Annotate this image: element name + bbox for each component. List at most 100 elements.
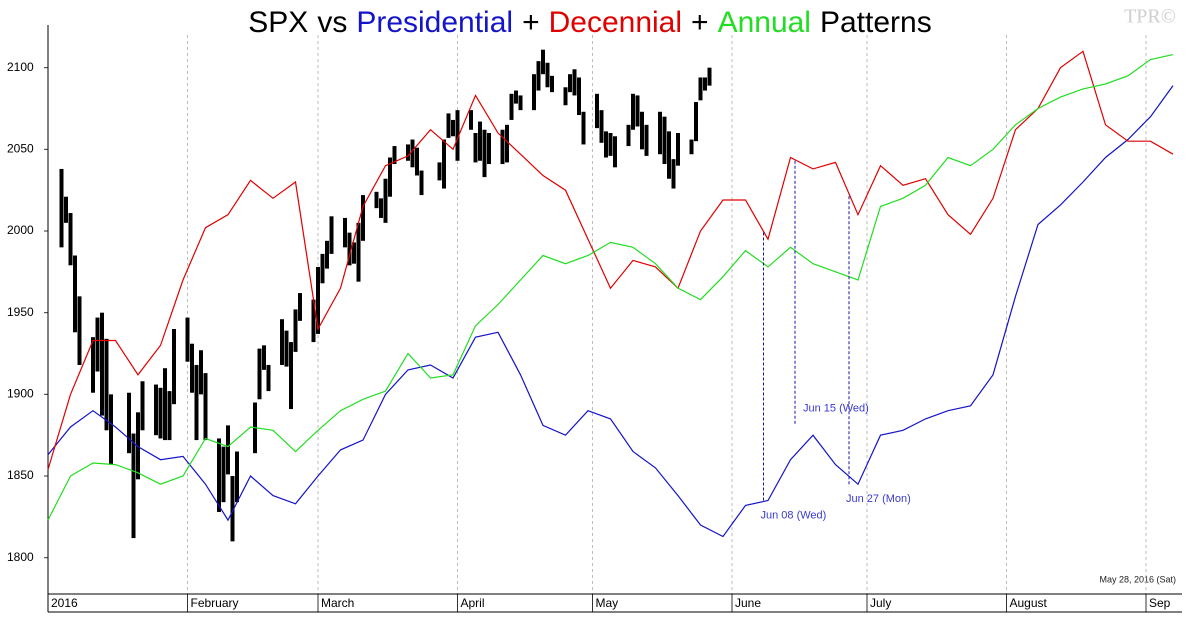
price-bar bbox=[415, 147, 419, 176]
price-bar bbox=[541, 49, 545, 75]
price-bar bbox=[667, 131, 671, 179]
y-tick-label: 2050 bbox=[7, 142, 34, 156]
annotation-label: Jun 15 (Wed) bbox=[803, 403, 869, 415]
x-tick-label: April bbox=[461, 596, 485, 610]
watermark: TPR© bbox=[1124, 6, 1176, 28]
y-tick-label: 1900 bbox=[7, 387, 34, 401]
price-bar bbox=[662, 116, 667, 165]
price-bar bbox=[140, 381, 145, 431]
price-bar bbox=[563, 87, 568, 106]
price-bar bbox=[689, 139, 694, 155]
legend-entry: SPX bbox=[248, 6, 308, 39]
price-bar bbox=[280, 319, 284, 365]
price-bar bbox=[437, 162, 442, 181]
price-bar bbox=[320, 253, 325, 284]
title-text: + bbox=[691, 6, 709, 39]
price-bar bbox=[221, 446, 226, 503]
price-bar bbox=[329, 216, 334, 254]
price-bar bbox=[658, 111, 662, 155]
price-bar bbox=[419, 170, 424, 196]
price-bar bbox=[194, 364, 199, 441]
y-tick-label: 2000 bbox=[7, 223, 34, 237]
price-bar bbox=[644, 124, 649, 156]
price-bar bbox=[545, 62, 550, 88]
price-bar bbox=[199, 350, 203, 395]
price-bar bbox=[671, 159, 676, 189]
price-bar bbox=[361, 195, 365, 241]
price-bar bbox=[257, 348, 262, 400]
price-bar bbox=[455, 110, 460, 161]
price-bar bbox=[577, 77, 581, 116]
y-tick-label: 2100 bbox=[7, 60, 34, 74]
x-tick-label: 2016 bbox=[51, 596, 78, 610]
price-bar bbox=[631, 93, 635, 130]
price-bar bbox=[514, 90, 518, 104]
x-tick-label: August bbox=[1010, 596, 1048, 610]
price-bar bbox=[572, 69, 577, 96]
price-bar bbox=[392, 146, 397, 165]
price-bar bbox=[158, 387, 163, 439]
chart-title: SPX vs Presidential + Decennial + Annual Patter… bbox=[248, 6, 931, 39]
price-bar bbox=[410, 139, 415, 168]
price-bar bbox=[230, 476, 235, 542]
price-bar bbox=[91, 337, 95, 393]
price-bar bbox=[473, 133, 478, 163]
price-bar bbox=[172, 329, 176, 405]
price-bar bbox=[640, 111, 644, 150]
price-bar bbox=[73, 255, 77, 333]
price-bar bbox=[446, 113, 451, 138]
price-bar bbox=[568, 74, 572, 93]
price-bar bbox=[289, 342, 293, 410]
price-bar bbox=[95, 317, 100, 372]
price-bar bbox=[505, 124, 509, 163]
price-bar bbox=[608, 133, 613, 156]
price-bar bbox=[550, 75, 554, 93]
price-bar bbox=[154, 384, 158, 436]
pattern-line bbox=[47, 50, 1174, 470]
price-bar bbox=[406, 144, 410, 161]
x-tick-label: February bbox=[191, 596, 239, 610]
annotation-label: Jun 27 (Mon) bbox=[846, 493, 911, 505]
price-bar bbox=[68, 213, 73, 266]
price-bar bbox=[698, 77, 703, 101]
price-bar bbox=[442, 139, 446, 189]
price-bar bbox=[131, 433, 136, 539]
price-bar bbox=[500, 129, 505, 165]
price-bar bbox=[694, 101, 698, 142]
price-bar bbox=[109, 394, 113, 465]
price-bar bbox=[626, 124, 631, 147]
price-bar bbox=[203, 373, 208, 441]
price-bar bbox=[163, 368, 167, 441]
price-bar bbox=[518, 95, 523, 111]
price-bar bbox=[482, 129, 487, 178]
price-bar bbox=[613, 136, 617, 168]
y-tick-label: 1950 bbox=[7, 305, 34, 319]
price-bar bbox=[478, 121, 482, 161]
x-tick-label: Sep bbox=[1149, 596, 1171, 610]
x-tick-label: March bbox=[321, 596, 354, 610]
price-bar bbox=[284, 330, 289, 367]
title-text: vs bbox=[317, 6, 347, 39]
pattern-line bbox=[47, 85, 1174, 538]
price-bar bbox=[352, 242, 356, 264]
price-bar bbox=[185, 317, 190, 362]
price-bar bbox=[356, 222, 361, 282]
price-bar bbox=[532, 74, 536, 111]
price-bar bbox=[217, 438, 221, 512]
legend-entry: Annual bbox=[718, 6, 811, 39]
legend-entry: Decennial bbox=[549, 6, 682, 39]
price-bar bbox=[487, 133, 491, 165]
price-bar bbox=[293, 309, 298, 352]
annotation-label: Jun 08 (Wed) bbox=[761, 509, 827, 521]
price-bar bbox=[298, 293, 302, 321]
price-bar bbox=[388, 157, 392, 197]
price-bar bbox=[262, 345, 266, 370]
price-bar bbox=[77, 296, 82, 365]
price-bar bbox=[316, 266, 320, 334]
x-tick-label: July bbox=[870, 596, 891, 610]
price-bar bbox=[604, 131, 608, 158]
price-bar bbox=[595, 93, 599, 129]
price-bar bbox=[266, 364, 271, 392]
price-bar bbox=[59, 168, 64, 248]
